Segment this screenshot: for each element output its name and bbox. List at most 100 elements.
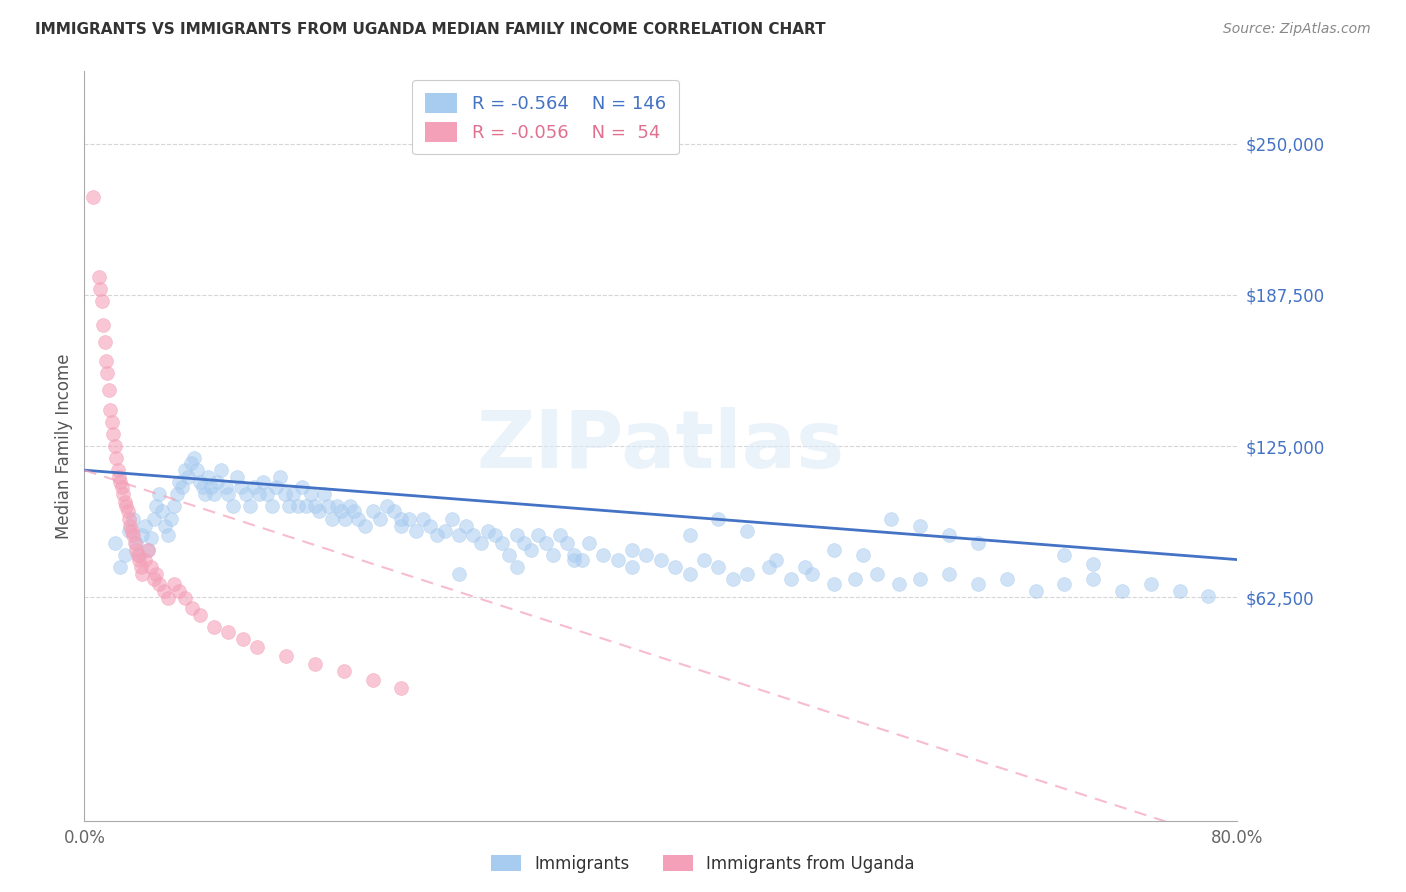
Point bbox=[440, 511, 463, 525]
Point bbox=[295, 500, 318, 514]
Point bbox=[108, 470, 131, 484]
Point bbox=[534, 535, 557, 549]
Point bbox=[1140, 576, 1163, 591]
Point bbox=[134, 518, 156, 533]
Point bbox=[449, 528, 471, 542]
Point bbox=[548, 528, 571, 542]
Point bbox=[368, 511, 391, 525]
Point bbox=[153, 518, 176, 533]
Point bbox=[484, 528, 506, 542]
Point bbox=[1053, 548, 1076, 562]
Text: Source: ZipAtlas.com: Source: ZipAtlas.com bbox=[1223, 22, 1371, 37]
Point bbox=[91, 318, 114, 333]
Point bbox=[125, 543, 148, 558]
Point bbox=[104, 439, 127, 453]
Point bbox=[679, 567, 702, 582]
Point bbox=[343, 504, 366, 518]
Legend: R = -0.564    N = 146, R = -0.056    N =  54: R = -0.564 N = 146, R = -0.056 N = 54 bbox=[412, 80, 679, 154]
Point bbox=[801, 567, 824, 582]
Point bbox=[183, 451, 205, 466]
Point bbox=[191, 480, 214, 494]
Point bbox=[571, 552, 593, 566]
Point bbox=[105, 451, 128, 466]
Point bbox=[1111, 584, 1133, 599]
Point bbox=[564, 552, 586, 566]
Point bbox=[181, 601, 204, 615]
Point bbox=[304, 657, 326, 671]
Point bbox=[470, 535, 492, 549]
Point bbox=[94, 354, 117, 368]
Point bbox=[737, 567, 759, 582]
Point bbox=[129, 559, 152, 574]
Point bbox=[114, 548, 136, 562]
Point bbox=[169, 584, 191, 599]
Point bbox=[527, 528, 550, 542]
Point bbox=[214, 480, 236, 494]
Point bbox=[316, 500, 339, 514]
Point bbox=[737, 524, 759, 538]
Text: ZIPatlas: ZIPatlas bbox=[477, 407, 845, 485]
Point bbox=[513, 535, 536, 549]
Point bbox=[276, 649, 298, 664]
Point bbox=[222, 500, 245, 514]
Y-axis label: Median Family Income: Median Family Income bbox=[55, 353, 73, 539]
Point bbox=[131, 528, 153, 542]
Point bbox=[205, 475, 228, 490]
Point bbox=[117, 504, 139, 518]
Point bbox=[160, 511, 183, 525]
Point bbox=[664, 559, 686, 574]
Point bbox=[707, 511, 730, 525]
Point bbox=[200, 480, 222, 494]
Point bbox=[592, 548, 614, 562]
Point bbox=[186, 463, 208, 477]
Point bbox=[246, 640, 269, 654]
Point bbox=[122, 528, 145, 542]
Point bbox=[139, 531, 162, 545]
Point bbox=[308, 504, 330, 518]
Point bbox=[177, 470, 200, 484]
Point bbox=[142, 511, 165, 525]
Point bbox=[354, 518, 377, 533]
Point bbox=[156, 591, 179, 606]
Point bbox=[114, 494, 136, 508]
Point bbox=[312, 487, 335, 501]
Point bbox=[361, 504, 384, 518]
Point bbox=[256, 487, 278, 501]
Point bbox=[498, 548, 520, 562]
Point bbox=[269, 470, 291, 484]
Point bbox=[136, 543, 159, 558]
Point bbox=[169, 475, 191, 490]
Point bbox=[209, 463, 232, 477]
Point bbox=[128, 552, 150, 566]
Point bbox=[520, 543, 543, 558]
Point bbox=[273, 487, 295, 501]
Point bbox=[938, 528, 960, 542]
Point bbox=[235, 487, 257, 501]
Point bbox=[1198, 589, 1220, 603]
Point bbox=[150, 504, 173, 518]
Legend: Immigrants, Immigrants from Uganda: Immigrants, Immigrants from Uganda bbox=[485, 848, 921, 880]
Point bbox=[449, 567, 471, 582]
Point bbox=[463, 528, 485, 542]
Point bbox=[477, 524, 499, 538]
Point bbox=[148, 487, 170, 501]
Point bbox=[621, 559, 644, 574]
Point bbox=[136, 543, 159, 558]
Point bbox=[564, 548, 586, 562]
Point bbox=[188, 608, 211, 623]
Point bbox=[125, 535, 148, 549]
Point bbox=[264, 480, 287, 494]
Point bbox=[252, 475, 274, 490]
Point bbox=[412, 511, 434, 525]
Point bbox=[118, 511, 141, 525]
Point bbox=[456, 518, 478, 533]
Point bbox=[967, 576, 990, 591]
Point bbox=[335, 511, 357, 525]
Point bbox=[1168, 584, 1191, 599]
Point bbox=[419, 518, 441, 533]
Point bbox=[124, 535, 146, 549]
Point bbox=[910, 518, 932, 533]
Point bbox=[1025, 584, 1047, 599]
Point bbox=[202, 620, 225, 634]
Text: IMMIGRANTS VS IMMIGRANTS FROM UGANDA MEDIAN FAMILY INCOME CORRELATION CHART: IMMIGRANTS VS IMMIGRANTS FROM UGANDA MED… bbox=[35, 22, 825, 37]
